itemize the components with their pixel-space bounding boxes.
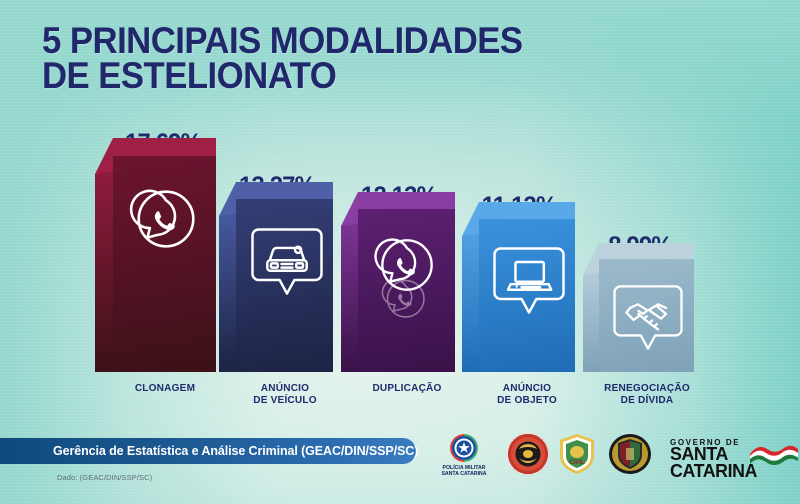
logo-governo-santa-catarina: GOVERNO DE SANTA CATARINA xyxy=(670,436,798,482)
logo-policia-militar: POLÍCIA MILITAR SANTA CATARINA xyxy=(434,434,494,477)
policia-civil-emblem-icon: CIVIL xyxy=(560,434,594,474)
bar-group-4: 11,13% ANÚNCIO DE OBJETO xyxy=(462,192,575,406)
bar-category-label-1: CLONAGEM xyxy=(134,382,195,394)
bar-side-face-5 xyxy=(583,275,599,372)
bar-side-face-4 xyxy=(462,236,479,372)
svg-text:CIVIL: CIVIL xyxy=(569,460,585,466)
bar-category-label-3: DUPLICAÇÃO xyxy=(371,382,442,394)
bar-side-face-1 xyxy=(95,174,113,372)
bar-group-3: 12,13% DUPLICAÇÃO xyxy=(341,182,455,394)
background-top-shade xyxy=(0,0,800,120)
policia-militar-emblem-icon xyxy=(450,434,478,462)
bar-chart: 17,69% CLONAGEM13,27% ANÚNCIO DE VEÍCULO… xyxy=(95,129,694,406)
bar-category-label-4: ANÚNCIO DE OBJETO xyxy=(497,382,557,406)
bar-group-2: 13,27% ANÚNCIO DE VEÍCULO xyxy=(219,172,333,406)
logo-policia-civil: CIVIL xyxy=(556,433,598,480)
bar-front-face-5[interactable] xyxy=(599,259,694,372)
bar-group-5: 8,99% RENEGOCIAÇÃO DE DÍVIDA xyxy=(583,232,694,406)
page-title-line-2: DE ESTELIONATO xyxy=(42,55,337,96)
logo-policia-militar-caption: POLÍCIA MILITAR SANTA CATARINA xyxy=(441,465,487,477)
gov-logo-line-1: GOVERNO DE xyxy=(670,438,741,447)
bar-side-face-3 xyxy=(341,226,358,372)
santa-catarina-flag-icon xyxy=(750,445,798,465)
gov-logo-line-3: CATARINA xyxy=(670,460,758,481)
gov-logo-line-2: SANTA xyxy=(670,443,728,464)
page-title-line-1: 5 PRINCIPAIS MODALIDADES xyxy=(42,20,523,61)
logo-policia-cientifica xyxy=(608,433,652,480)
logo-corpo-de-bombeiros xyxy=(506,432,550,481)
footer-banner: Gerência de Estatística e Análise Crimin… xyxy=(0,438,419,464)
page-title: 5 PRINCIPAIS MODALIDADES DE ESTELIONATO xyxy=(42,20,523,96)
footer-banner-text: Gerência de Estatística e Análise Crimin… xyxy=(53,444,419,458)
bar-group-1: 17,69% CLONAGEM xyxy=(95,129,216,394)
corpo-de-bombeiros-emblem-icon xyxy=(507,433,549,475)
bar-side-face-2 xyxy=(219,216,236,372)
policia-cientifica-emblem-icon xyxy=(609,434,651,474)
bar-category-label-2: ANÚNCIO DE VEÍCULO xyxy=(252,382,317,406)
bar-category-label-5: RENEGOCIAÇÃO DE DÍVIDA xyxy=(603,382,690,406)
logo-strip: POLÍCIA MILITAR SANTA CATARINA CIVIL xyxy=(434,430,800,490)
footer-source-note: Dado: (GEAC/DIN/SSP/SC) xyxy=(57,473,153,482)
